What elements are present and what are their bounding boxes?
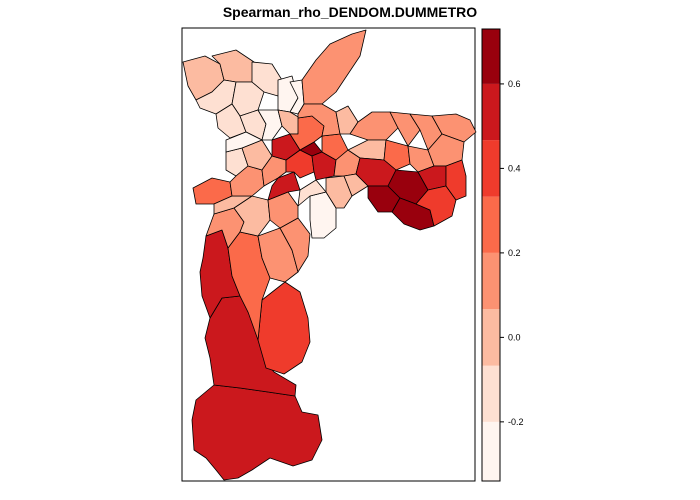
legend-tick-label-1: 0.4	[508, 163, 521, 173]
legend-tick-label-0: 0.6	[508, 79, 521, 89]
map-districts	[182, 29, 477, 481]
map-frame	[181, 27, 476, 482]
district-north1	[301, 29, 367, 105]
legend-bin-1	[482, 365, 500, 422]
legend-tick-label-4: -0.2	[508, 417, 524, 427]
legend-bin-6	[482, 83, 500, 141]
district-sc6	[233, 195, 271, 237]
district-far-south	[191, 384, 323, 481]
district-east-red3	[445, 159, 467, 201]
district-east-red2	[415, 185, 457, 227]
map-title: Spearman_rho_DENDOM.DUMMETRO	[223, 4, 477, 20]
district-north3	[297, 103, 341, 137]
legend-frame	[481, 28, 501, 482]
legend-tick-label-2: 0.2	[508, 248, 521, 258]
district-ene6	[383, 139, 411, 171]
district-ene2	[389, 111, 421, 147]
district-ene1	[349, 111, 399, 141]
legend-tick-label-3: 0.0	[508, 332, 521, 342]
district-se-light2	[297, 179, 327, 207]
district-west2	[213, 195, 253, 215]
legend: 0.6 0.4 0.2 0.0 -0.2	[481, 28, 524, 482]
legend-bin-3	[482, 252, 500, 310]
legend-bin-2	[482, 309, 500, 366]
district-south-central	[257, 281, 311, 375]
district-center4	[271, 133, 301, 161]
legend-bin-4	[482, 196, 500, 253]
legend-bin-0	[482, 421, 500, 481]
legend-bin-5	[482, 140, 500, 197]
district-nw12	[225, 131, 263, 153]
legend-bin-7	[482, 29, 500, 84]
